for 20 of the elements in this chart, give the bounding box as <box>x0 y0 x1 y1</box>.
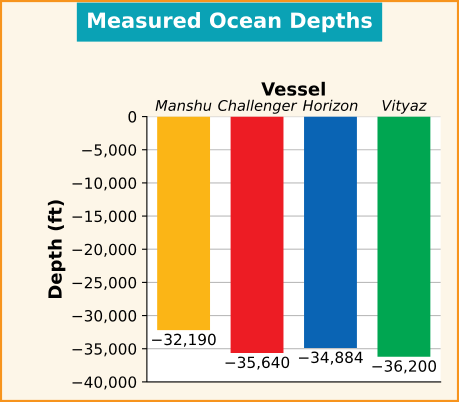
x-tick-label: Manshu <box>156 100 212 111</box>
y-tick-label: −20,000 <box>72 244 136 257</box>
y-tick-label: −25,000 <box>72 276 136 290</box>
data-label: −34,884 <box>298 352 363 365</box>
y-tick-label: −40,000 <box>72 376 136 390</box>
y-tick-label: −30,000 <box>72 310 136 324</box>
y-tick-label: −15,000 <box>72 210 136 224</box>
data-label: −36,200 <box>372 360 436 374</box>
x-tick-label: Challenger <box>218 100 298 114</box>
x-tick-label: Horizon <box>302 100 358 111</box>
x-tick-label: Vityaz <box>382 100 427 114</box>
x-axis-title: Vessel <box>261 82 325 96</box>
y-tick-label: −10,000 <box>72 177 136 190</box>
y-tick-label: −35,000 <box>72 343 136 356</box>
y-tick-label: 0 <box>128 111 136 123</box>
y-axis-title: Depth (ft) <box>48 200 66 298</box>
data-label: −32,190 <box>152 334 216 347</box>
chart-title: Measured Ocean Depths <box>88 12 372 32</box>
data-label: −35,640 <box>226 356 290 370</box>
y-tick-label: −5,000 <box>82 144 136 158</box>
